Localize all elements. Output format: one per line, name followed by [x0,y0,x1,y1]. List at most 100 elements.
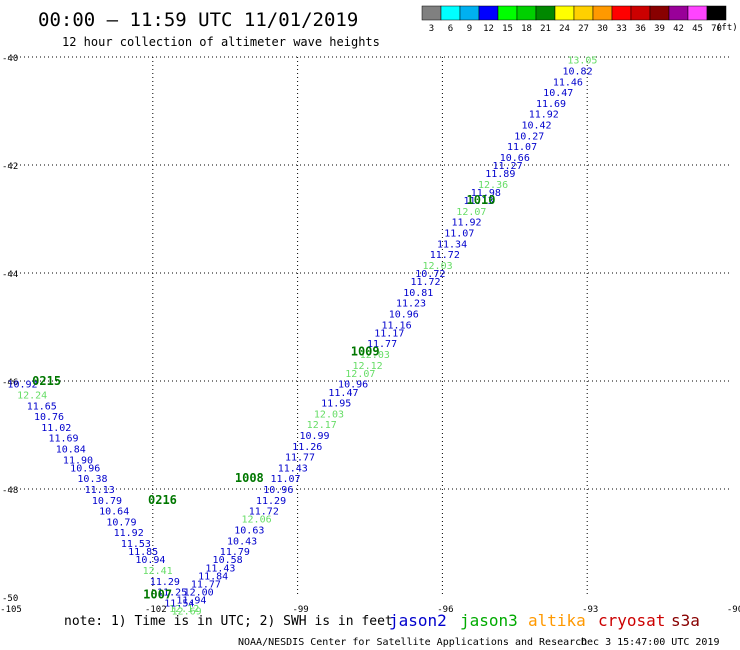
wave-height-point: 10.38 [77,474,107,485]
wave-height-point: 11.69 [48,434,78,445]
wave-height-point: 11.23 [396,299,426,310]
x-tick-label: -102 [145,605,167,615]
wave-height-point: 10.72 [415,269,445,280]
pass-label: 1010 [467,193,496,207]
pass-label: 0215 [32,374,61,388]
wave-height-point: 11.43 [205,563,235,574]
wave-height-point: 11.29 [150,577,180,588]
wave-height-point: 11.17 [374,328,404,339]
wave-height-point: 11.69 [536,99,566,110]
pass-label: 1009 [351,344,380,358]
legend-jason3: jason3 [460,611,518,630]
wave-height-point: 11.54 [164,598,194,609]
legend-jason2: jason2 [389,611,447,630]
footer-note: note: 1) Time is in UTC; 2) SWH is in fe… [64,614,393,629]
wave-height-point: 11.84 [198,571,228,582]
wave-height-point: 11.34 [437,239,467,250]
scale-swatch [478,5,499,21]
scale-swatch [554,5,575,21]
scale-swatch [516,5,537,21]
chart-title: 00:00 – 11:59 UTC 11/01/2019 [38,9,358,31]
scale-tick-label: 24 [559,24,570,34]
pass-label: 0216 [148,493,177,507]
wave-height-point: 12.36 [478,180,508,191]
wave-height-point: 10.96 [338,380,368,391]
scale-tick-label: 33 [616,24,627,34]
wave-height-point: 11.46 [553,77,583,88]
wave-height-point: 11.98 [471,188,501,199]
map-grid [8,56,732,597]
scale-swatch [630,5,651,21]
wave-height-point: 11.72 [410,277,440,288]
wave-height-point: 11.72 [249,507,279,518]
wave-height-point: 12.03 [423,261,453,272]
y-tick-label: -48 [2,486,18,496]
wave-height-point: 11.77 [367,339,397,350]
satellite-legend: jason2 jason3 altika cryosat s3a [389,611,700,630]
wave-height-point: 10.58 [213,555,243,566]
x-tick-label: -93 [582,605,598,615]
wave-height-point: 12.00 [184,588,214,599]
x-tick-label: -96 [437,605,453,615]
wave-height-point: 10.64 [99,507,129,518]
wave-height-point: 12.12 [169,604,199,615]
wave-height-point: 11.94 [176,596,206,607]
wave-height-point: 11.47 [328,388,358,399]
data-points: 13.0510.8211.4610.4711.6911.9210.4210.27… [7,56,597,618]
wave-height-point: 11.29 [256,496,286,507]
wave-height-point: 12.12 [353,361,383,372]
wave-height-point: 12.17 [307,420,337,431]
scale-swatch [592,5,613,21]
wave-height-point: 12.06 [242,515,272,526]
scale-tick-label: 45 [692,24,703,34]
scale-swatch [421,5,442,21]
wave-height-point: 12.41 [143,566,173,577]
scale-tick-label: 27 [578,24,589,34]
wave-height-point: 10.42 [521,121,551,132]
wave-height-point: 11.53 [121,539,151,550]
wave-height-point: 11.95 [321,399,351,410]
wave-height-point: 11.90 [63,455,93,466]
wave-height-point: 10.96 [389,310,419,321]
y-tick-label: -46 [2,378,18,388]
wave-height-point: 10.84 [56,445,86,456]
wave-height-point: 10.63 [234,526,264,537]
wave-height-point: 11.77 [285,453,315,464]
y-tick-label: -44 [2,270,18,280]
pass-label: 1007 [143,587,172,601]
scale-tick-label: 15 [502,24,513,34]
wave-height-point: 11.07 [507,142,537,153]
wave-height-point: 11.16 [381,320,411,331]
scale-swatch [649,5,670,21]
wave-height-point: 11.79 [220,547,250,558]
wave-height-point: 10.27 [514,131,544,142]
wave-height-point: 12.07 [456,207,486,218]
wave-height-point: 12.07 [345,369,375,380]
wave-height-point: 11.92 [114,528,144,539]
wave-height-point: 10.79 [106,517,136,528]
wave-height-point: 10.96 [70,463,100,474]
wave-height-point: 11.65 [27,401,57,412]
scale-tick-label: 18 [521,24,532,34]
axis-ticks: -105 -102 -99 -96 -93 -90 -40 -42 -44 -46 -48 -50 [0,54,740,615]
wave-height-point: 11.07 [270,474,300,485]
wave-height-point: 10.79 [92,496,122,507]
chart-subtitle: 12 hour collection of altimeter wave hei… [62,35,380,49]
wave-height-point: 10.96 [263,485,293,496]
y-tick-label: -42 [2,162,18,172]
wave-height-point: 10.94 [135,555,165,566]
wave-height-point: 10.76 [34,412,64,423]
scale-unit: (ft) [716,23,738,33]
scale-tick-label: 6 [448,24,453,34]
scale-swatch [706,5,727,21]
wave-height-point: 11.89 [485,169,515,180]
x-tick-label: -99 [292,605,308,615]
color-scale-bar: 3 6 9 12 15 18 21 24 27 30 33 36 39 42 45 70 [421,5,727,34]
wave-height-point: 10.99 [299,431,329,442]
x-tick-label: -90 [727,605,740,615]
footer-credit: NOAA/NESDIS Center for Satellite Applica… [238,637,587,648]
y-tick-label: -40 [2,54,18,64]
wave-height-point: 11.85 [128,547,158,558]
wave-height-point: 11.26 [292,442,322,453]
